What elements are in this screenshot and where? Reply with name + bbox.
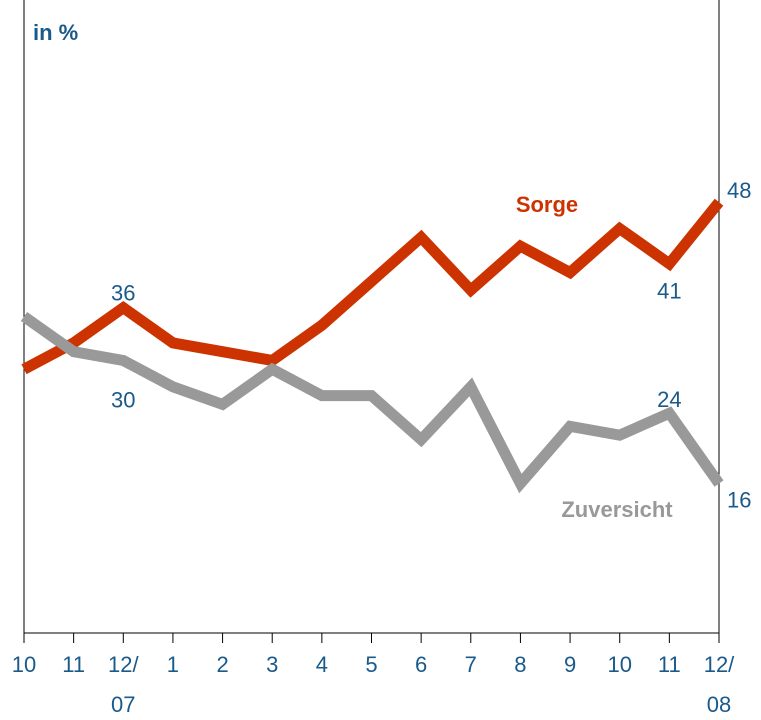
x-tick-label: 6	[415, 652, 428, 677]
x-tick-label: 10	[607, 652, 632, 677]
line-series	[21, 198, 724, 375]
series-label: Zuversicht	[561, 497, 673, 522]
x-tick-label: 10	[11, 652, 37, 677]
x-tick-label: 5	[365, 652, 378, 677]
x-tick-label: 1	[166, 652, 180, 677]
x-tick-label: 9	[563, 652, 577, 677]
y-label: in %	[33, 20, 78, 45]
x-tick-label: 11	[62, 652, 86, 677]
x-tick-label: 4	[315, 652, 328, 677]
x-tick-label: 7	[464, 652, 477, 677]
line-series	[20, 312, 724, 494]
x-tick-label: 11	[657, 652, 681, 677]
x-tick-label: 12/ 08	[703, 652, 735, 717]
data-label: 16	[727, 487, 751, 512]
series-label: Sorge	[516, 192, 578, 217]
x-tick-label: 12/ 07	[107, 652, 139, 717]
data-label: 30	[111, 387, 135, 412]
data-label: 48	[727, 178, 751, 203]
x-tick-label: 8	[514, 652, 527, 677]
data-label: 36	[111, 281, 135, 306]
x-tick-label: 2	[216, 652, 229, 677]
x-tick-label: 3	[266, 652, 279, 677]
data-label: 41	[657, 279, 681, 304]
data-label: 24	[657, 387, 681, 412]
